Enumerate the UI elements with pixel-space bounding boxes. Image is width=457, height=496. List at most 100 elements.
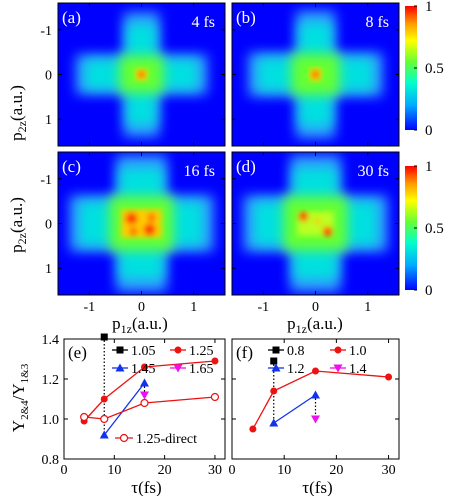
data-point	[119, 433, 129, 443]
data-point	[270, 357, 278, 365]
series-line	[83, 360, 215, 422]
heatmap-panel: (b) 8 fs	[231, 2, 400, 147]
data-point	[312, 367, 319, 375]
data-point	[140, 378, 149, 387]
line-panel-label: (f)	[236, 343, 253, 362]
legend-label: 0.8	[287, 344, 305, 359]
data-point	[211, 357, 219, 365]
legend-label: 1.25	[189, 344, 214, 359]
heatmap-time-label: 30 fs	[357, 163, 389, 180]
data-point	[271, 363, 281, 372]
data-point	[385, 373, 393, 381]
heatmap-x-tick-label: 1	[364, 300, 371, 315]
heatmap-y-tick-label: 1	[45, 113, 52, 128]
legend-label: 1.0	[349, 344, 367, 359]
heatmap-time-label: 16 fs	[183, 163, 215, 180]
heatmap-y-tick-label: -1	[40, 173, 52, 188]
heatmap-x-label-left: p1z(a.u.)	[112, 314, 168, 336]
data-point	[334, 346, 342, 354]
legend-label: 1.25-direct	[136, 432, 197, 447]
heatmap-y-tick-label: 1	[45, 262, 52, 277]
legend-label: 1.4	[349, 362, 367, 377]
series-line	[252, 370, 389, 430]
line-y-tick-label: 0.8	[42, 453, 60, 468]
heatmap-hotspot	[134, 67, 149, 82]
data-point	[173, 364, 183, 373]
heatmap-x-tick-label: 1	[190, 300, 197, 315]
colorbar: 10.50	[405, 159, 444, 299]
svg-text:Y2&4/Y1&3: Y2&4/Y1&3	[9, 363, 31, 432]
line-x-tick-label: 10	[107, 463, 121, 478]
data-point	[140, 398, 149, 408]
data-point	[100, 395, 108, 403]
line-x-label: τ(fs)	[131, 478, 161, 496]
heatmap-panel: -1 0 1 (d) 30 fs	[231, 151, 400, 315]
line-y-tick-label: 1.4	[42, 333, 60, 348]
data-point	[311, 390, 320, 399]
colorbar-tick-label: 0.5	[425, 221, 444, 237]
colorbar-tick-label: 1	[425, 0, 433, 15]
line-panel: 0 10 20 30 τ(fs) (f) 0.8 1.0 1.2 1.4	[229, 338, 400, 496]
series-line	[84, 396, 215, 420]
data-point	[100, 414, 109, 424]
legend-label: 1.2	[287, 362, 305, 377]
heatmap-hotspot	[121, 209, 162, 238]
heatmap-x-tick-label: -1	[83, 300, 95, 315]
data-point	[116, 346, 124, 354]
heatmap-panel-label: (b)	[236, 8, 256, 27]
line-x-tick-label: 20	[329, 463, 343, 478]
line-x-tick-label: 30	[208, 463, 222, 478]
svg-text:p2z(a.u.): p2z(a.u.)	[7, 197, 29, 253]
line-x-label: τ(fs)	[302, 478, 332, 496]
data-point	[311, 415, 320, 424]
data-point	[140, 391, 149, 400]
line-panel-frame	[63, 338, 226, 460]
heatmap-panel-label: (c)	[62, 157, 81, 176]
data-point	[174, 346, 182, 354]
data-point	[99, 430, 109, 439]
line-y-tick-label: 1.0	[42, 413, 60, 428]
line-panels: 0 10 20 30 0.8 1.0 1.2 1.4 τ(fs) (e) 1.05 1.25 1.45 1…	[42, 333, 400, 496]
heatmap-x-tick-label: 0	[138, 300, 145, 315]
line-panel: 0 10 20 30 0.8 1.0 1.2 1.4 τ(fs) (e) 1.05 1.25 1.45 1…	[42, 333, 226, 496]
heatmap-x-label-right: p1z(a.u.)	[287, 314, 343, 336]
colorbar-tick-label: 0	[425, 123, 433, 139]
colorbar-tick-label: 0	[425, 283, 433, 299]
heatmap-panel-label: (a)	[62, 8, 81, 27]
line-x-tick-label: 0	[61, 463, 68, 478]
colorbar-tick-label: 1	[425, 159, 433, 175]
heatmap-time-label: 8 fs	[365, 14, 389, 31]
heatmap-y-tick-label: 0	[45, 218, 52, 233]
colorbar-gradient	[405, 6, 417, 130]
heatmap-grid: 1 0 -1 (a) 4 fs (b) 8 fs 1 -1 0 0 -1 1 (c) 16 fs -1 0 1 (d…	[40, 2, 400, 315]
series-line	[103, 382, 146, 436]
legend-label: 1.45	[131, 362, 156, 377]
data-point	[80, 412, 89, 422]
data-point	[115, 363, 125, 372]
data-point	[272, 346, 280, 354]
heatmap-y-tick-label: -1	[40, 24, 52, 39]
heatmap-x-tick-label: -1	[257, 300, 269, 315]
heatmap-y-label-top: p2z(a.u.)	[7, 85, 29, 141]
data-point	[269, 418, 279, 427]
heatmap-time-label: 4 fs	[191, 14, 215, 31]
heatmap-panel-label: (d)	[236, 157, 256, 176]
data-point	[333, 364, 343, 373]
line-y-tick-label: 1.2	[42, 373, 60, 388]
line-x-tick-label: 30	[382, 463, 396, 478]
heatmap-hotspot	[308, 67, 323, 82]
line-x-tick-label: 20	[158, 463, 172, 478]
data-point	[141, 363, 148, 371]
line-x-tick-label: 10	[277, 463, 291, 478]
line-y-label: Y2&4/Y1&3	[9, 363, 31, 432]
heatmap-panel: 1 0 -1 (a) 4 fs	[40, 2, 226, 147]
data-point	[270, 387, 278, 395]
data-point	[249, 425, 257, 433]
svg-text:p2z(a.u.): p2z(a.u.)	[7, 85, 29, 141]
legend-label: 1.65	[189, 362, 214, 377]
heatmap-hotspot	[297, 211, 334, 237]
colorbar: 10.50	[405, 0, 444, 139]
data-point	[100, 333, 108, 341]
